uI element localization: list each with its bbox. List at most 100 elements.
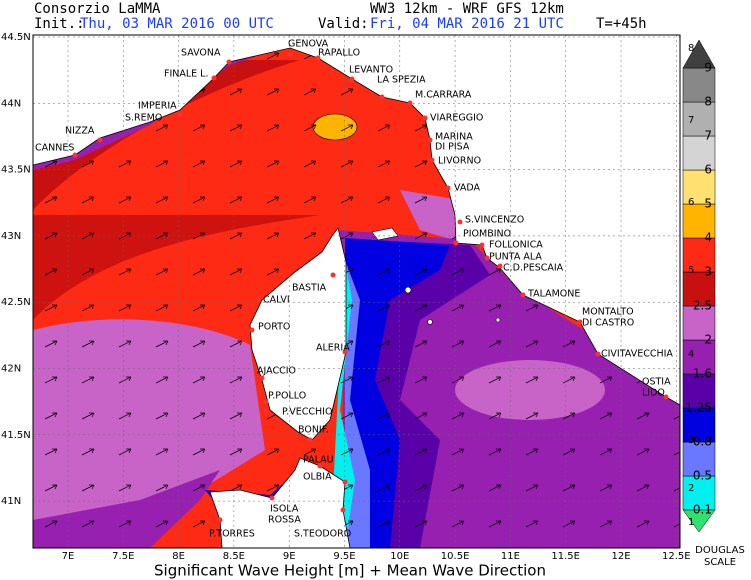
place-dot bbox=[263, 399, 269, 405]
place-label: PALAU bbox=[303, 455, 334, 466]
legend-label: 2 bbox=[704, 333, 712, 347]
island bbox=[495, 317, 501, 323]
douglas-label: 3 bbox=[688, 435, 694, 446]
wave-arrow bbox=[303, 196, 317, 204]
lead: T=+45h bbox=[596, 16, 647, 32]
lon-tick-label: 9E bbox=[283, 551, 296, 562]
wave-arrow bbox=[229, 448, 243, 456]
wave-arrow bbox=[81, 160, 95, 168]
wave-arrow bbox=[525, 376, 539, 384]
wave-arrow bbox=[229, 88, 243, 96]
wave-arrow bbox=[192, 484, 206, 492]
lon-tick-label: 11.5E bbox=[551, 551, 580, 562]
place-dot bbox=[422, 115, 428, 121]
place-label: ISOLA bbox=[270, 504, 299, 515]
wave-arrow bbox=[414, 160, 428, 168]
wave-arrow bbox=[414, 196, 428, 204]
lon-tick-label: 9.5E bbox=[333, 551, 355, 562]
place-dot bbox=[157, 122, 163, 128]
wave-arrow bbox=[266, 484, 280, 492]
wave-arrow bbox=[377, 304, 391, 312]
wave-arrow bbox=[562, 340, 576, 348]
wave-arrow bbox=[118, 196, 132, 204]
wave-arrow bbox=[303, 88, 317, 96]
lon-tick-label: 7E bbox=[62, 551, 75, 562]
place-label: PIOMBINO bbox=[463, 229, 511, 240]
wave-arrow bbox=[81, 268, 95, 276]
place-label: BASTIA bbox=[292, 283, 327, 294]
wave-arrow bbox=[414, 376, 428, 384]
lat-tick-label: 41.5N bbox=[1, 430, 31, 441]
wave-arrow bbox=[377, 340, 391, 348]
place-dot bbox=[349, 76, 355, 82]
douglas-label: 4 bbox=[688, 349, 694, 360]
legend-box bbox=[682, 203, 716, 239]
place-dot bbox=[427, 137, 433, 143]
place-label: OSTIA bbox=[642, 377, 671, 388]
place-dot bbox=[307, 437, 313, 443]
place-dot bbox=[457, 219, 463, 225]
place-dot bbox=[595, 351, 601, 357]
wave-arrow bbox=[192, 376, 206, 384]
legend-label: 8 bbox=[704, 95, 712, 109]
wave-arrow bbox=[562, 412, 576, 420]
place-label: DI CASTRO bbox=[582, 318, 634, 329]
place-dot bbox=[226, 59, 232, 65]
place-label: MARINA bbox=[435, 132, 473, 143]
wave-arrow bbox=[192, 340, 206, 348]
wave-arrow bbox=[599, 448, 613, 456]
place-label: GENOVA bbox=[288, 39, 329, 50]
wave-arrow bbox=[673, 523, 680, 528]
wave-arrow bbox=[414, 232, 428, 240]
wave-arrow bbox=[377, 448, 391, 456]
wave-arrow bbox=[562, 448, 576, 456]
org: Consorzio LaMMA bbox=[34, 1, 161, 17]
douglas-label: 5 bbox=[688, 265, 694, 276]
wave-arrow bbox=[377, 412, 391, 420]
legend-box bbox=[682, 271, 716, 307]
legend-label: 7 bbox=[704, 129, 712, 143]
wave-arrow bbox=[266, 52, 280, 60]
wave-arrow bbox=[303, 160, 317, 168]
wave-arrow bbox=[44, 268, 58, 276]
wave-arrow bbox=[155, 484, 169, 492]
wave-arrow bbox=[229, 160, 243, 168]
wave-arrow bbox=[377, 196, 391, 204]
wave-arrow bbox=[377, 124, 391, 132]
wave-arrow bbox=[155, 160, 169, 168]
place-dot bbox=[342, 349, 348, 355]
valid-label: Valid: bbox=[318, 16, 369, 32]
douglas-title: DOUGLAS bbox=[695, 545, 745, 556]
wave-arrow bbox=[451, 376, 465, 384]
wave-arrow bbox=[636, 448, 650, 456]
wave-arrow bbox=[488, 412, 502, 420]
wave-arrow bbox=[414, 520, 428, 528]
wave-arrow bbox=[118, 484, 132, 492]
wave-arrow bbox=[44, 520, 58, 528]
place-label: S.VINCENZO bbox=[465, 215, 524, 226]
place-label: OLBIA bbox=[303, 472, 332, 483]
lat-tick-label: 41N bbox=[1, 496, 21, 507]
place-label: LIVORNO bbox=[438, 156, 481, 167]
wave-arrow bbox=[192, 520, 206, 528]
wave-arrow bbox=[377, 376, 391, 384]
wave-arrow bbox=[266, 448, 280, 456]
douglas-label: 1 bbox=[688, 517, 694, 528]
wave-arrow bbox=[599, 376, 613, 384]
wave-arrow bbox=[340, 232, 354, 240]
wave-arrow bbox=[451, 268, 465, 276]
place-dot bbox=[342, 479, 348, 485]
wave-arrow bbox=[81, 520, 95, 528]
wave-arrow bbox=[229, 304, 243, 312]
place-label: M.CARRARA bbox=[415, 90, 472, 101]
douglas-label: 2 bbox=[688, 483, 694, 494]
place-dot bbox=[453, 240, 459, 246]
wave-arrow bbox=[44, 232, 58, 240]
legend-label: 1.6 bbox=[693, 367, 712, 381]
place-dot bbox=[484, 255, 490, 261]
legend-box bbox=[682, 441, 716, 477]
place-dot bbox=[315, 55, 321, 61]
wave-arrow bbox=[340, 196, 354, 204]
